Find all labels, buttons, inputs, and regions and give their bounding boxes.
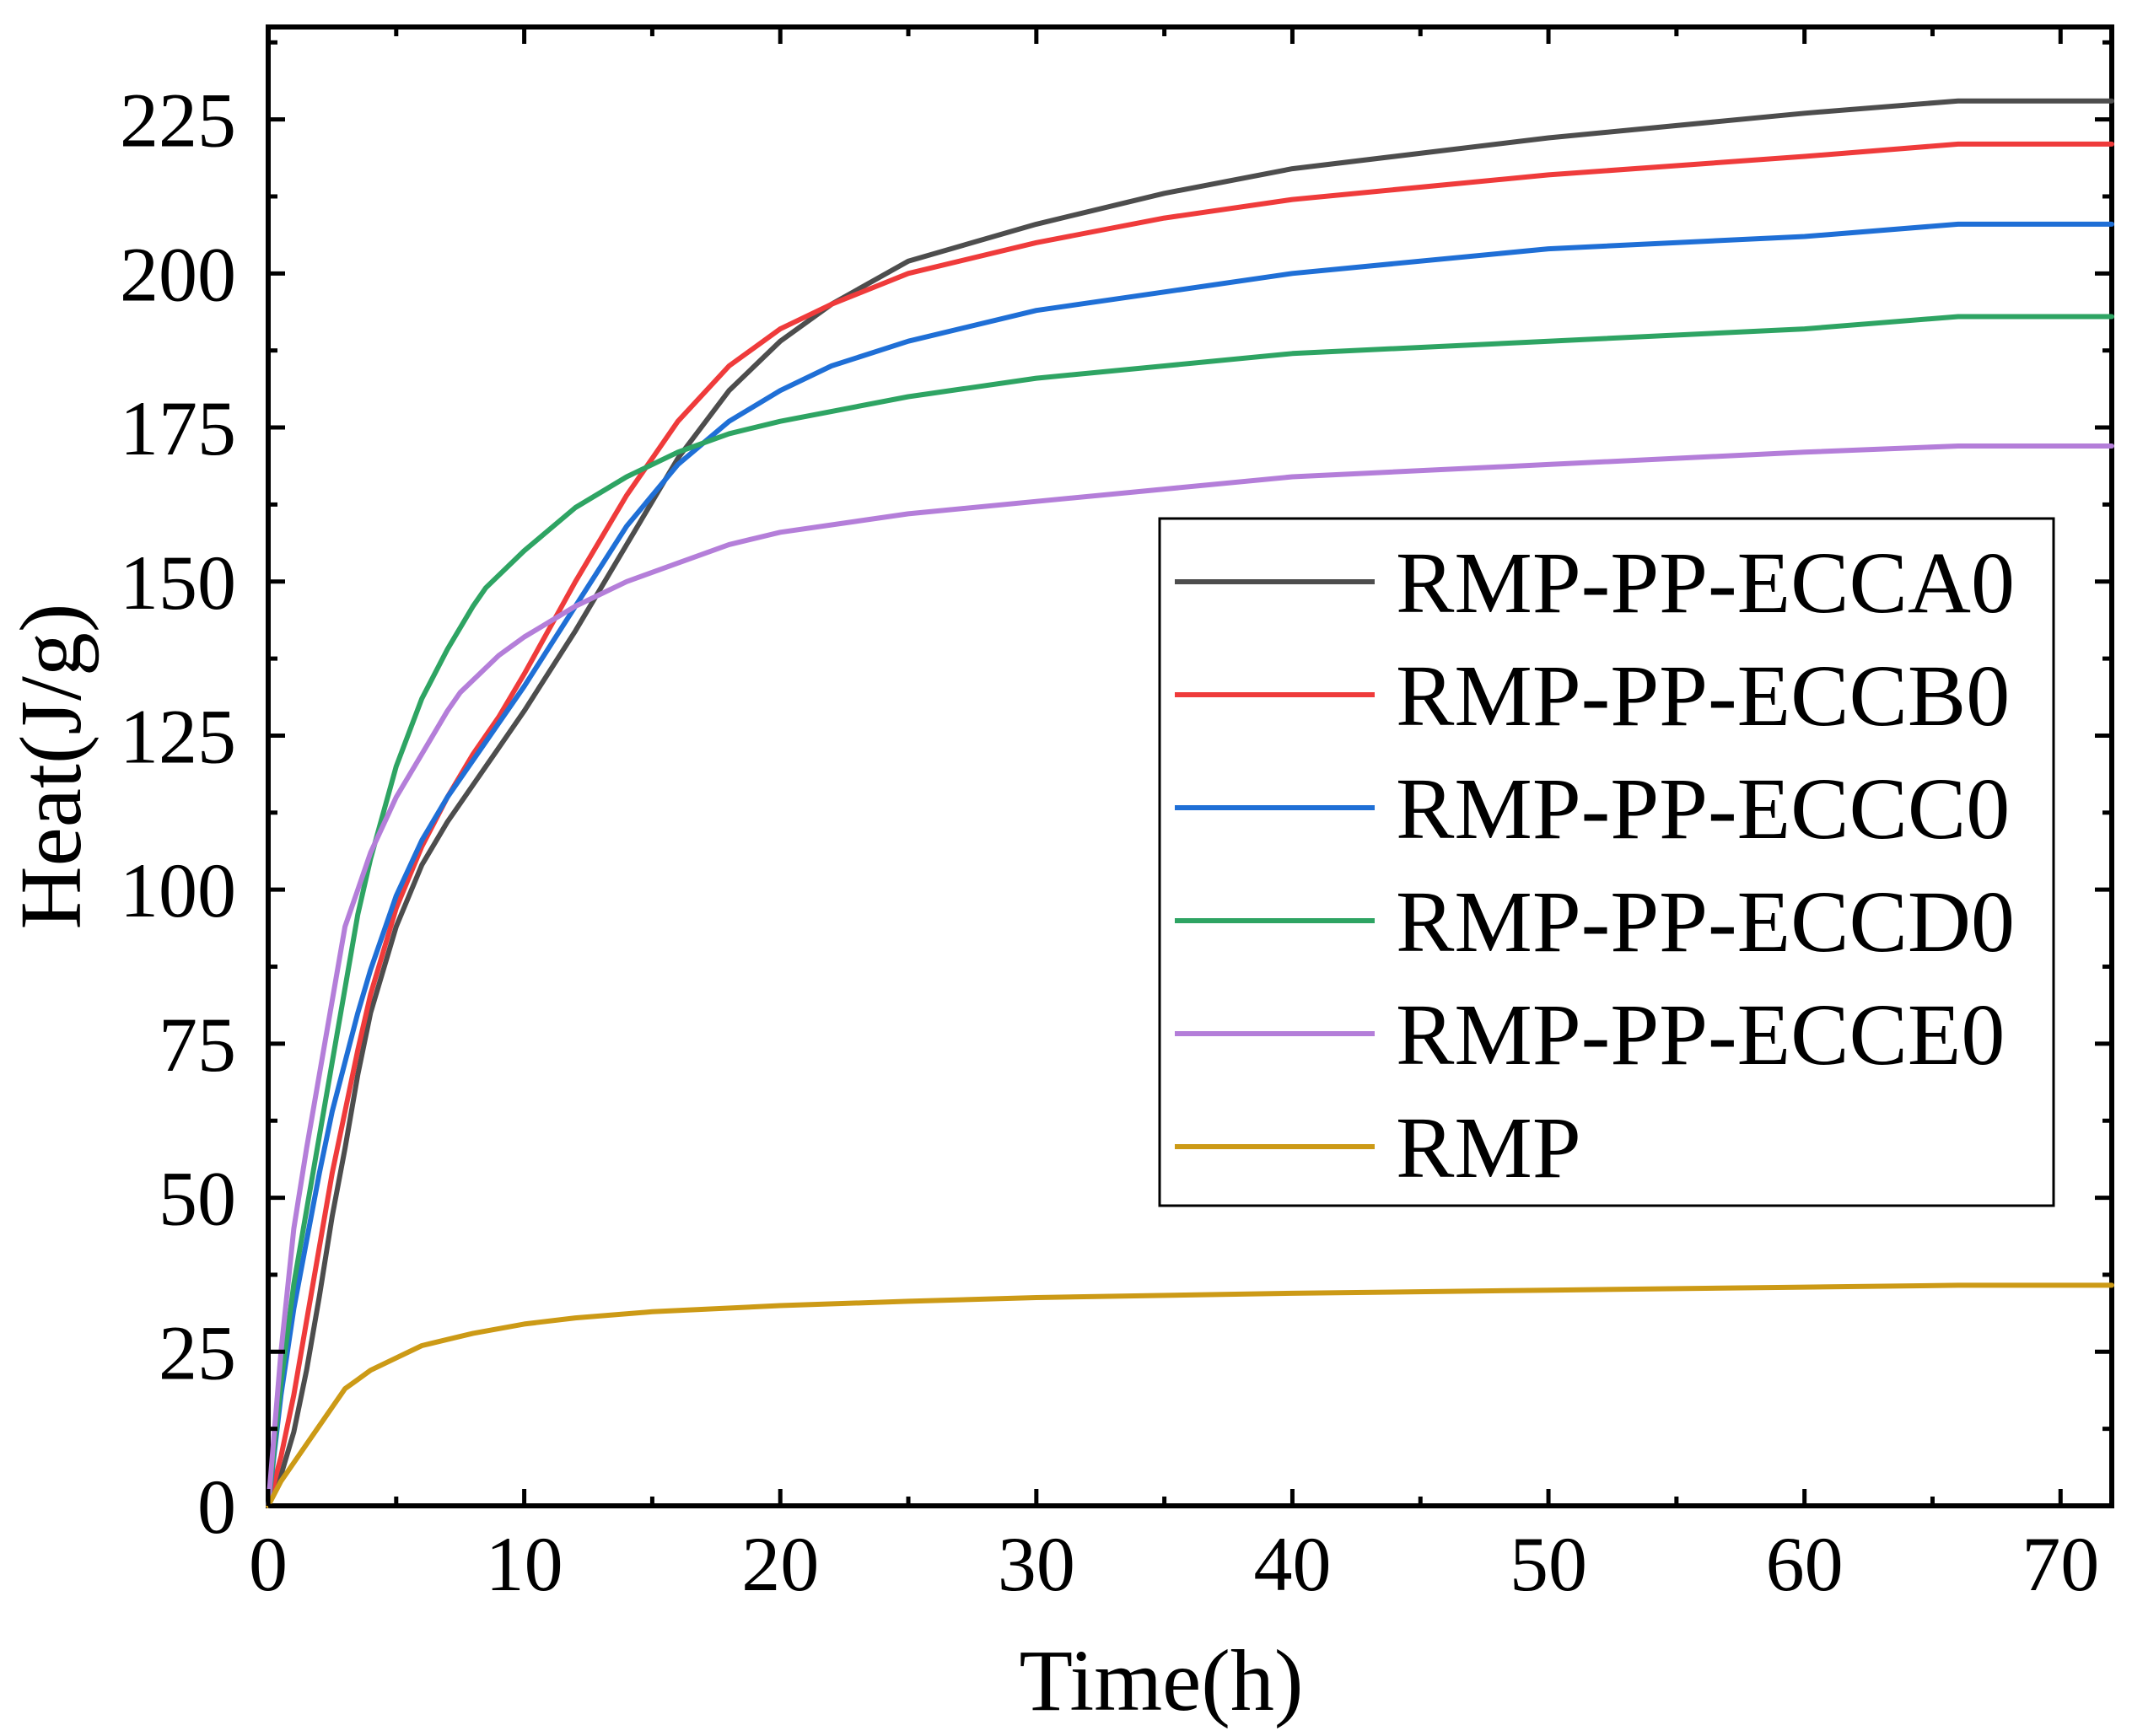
x-tick-label: 20 (741, 1521, 819, 1607)
series-line-4 (266, 443, 2114, 1508)
x-tick-label: 60 (1766, 1521, 1844, 1607)
legend-label-5: RMP (1396, 1099, 1581, 1196)
legend-label-4: RMP-PP-ECCE0 (1396, 986, 2005, 1083)
y-tick-label: 125 (120, 693, 236, 779)
x-tick-label: 0 (249, 1521, 288, 1607)
x-tick-label: 30 (998, 1521, 1075, 1607)
plot-frame (266, 24, 2114, 1508)
y-tick-label: 175 (120, 385, 236, 471)
y-tick-label: 75 (159, 1002, 236, 1088)
y-tick-label: 25 (159, 1309, 236, 1395)
series-line-3 (266, 314, 2114, 1508)
y-tick-label: 0 (197, 1464, 236, 1550)
x-axis-title: Time(h) (1019, 1632, 1303, 1729)
legend-label-0: RMP-PP-ECCA0 (1396, 535, 2015, 632)
y-tick-label: 50 (159, 1156, 236, 1242)
x-tick-label: 70 (2022, 1521, 2099, 1607)
x-tick-label: 50 (1510, 1521, 1587, 1607)
y-tick-label: 225 (120, 78, 236, 164)
series-layer (266, 98, 2114, 1508)
y-tick-label: 150 (120, 540, 236, 626)
legend-box (1158, 517, 2055, 1207)
ticks-layer: 0 10 20 30 40 50 60 70 0 25 50 75 100 125 150 175 200 225 (120, 27, 2112, 1607)
x-tick-label: 40 (1253, 1521, 1331, 1607)
series-line-5 (266, 1282, 2114, 1508)
series-line-0 (266, 98, 2114, 1508)
legend: RMP-PP-ECCA0 RMP-PP-ECCB0 RMP-PP-ECCC0 RMP-… (1158, 517, 2055, 1207)
x-tick-label: 10 (486, 1521, 563, 1607)
y-tick-label: 200 (120, 231, 236, 317)
legend-label-1: RMP-PP-ECCB0 (1396, 648, 2010, 744)
series-line-1 (266, 141, 2114, 1508)
plot-area: 0 10 20 30 40 50 60 70 0 25 50 75 100 125 150 175 200 225 (120, 24, 2114, 1607)
y-axis-title: Heat(J/g) (3, 604, 100, 930)
legend-items: RMP-PP-ECCA0 RMP-PP-ECCB0 RMP-PP-ECCC0 RMP-… (1175, 535, 2015, 1196)
y-tick-label: 100 (120, 847, 236, 933)
legend-label-3: RMP-PP-ECCD0 (1396, 873, 2015, 970)
legend-label-2: RMP-PP-ECCC0 (1396, 761, 2010, 857)
series-line-2 (266, 221, 2114, 1508)
